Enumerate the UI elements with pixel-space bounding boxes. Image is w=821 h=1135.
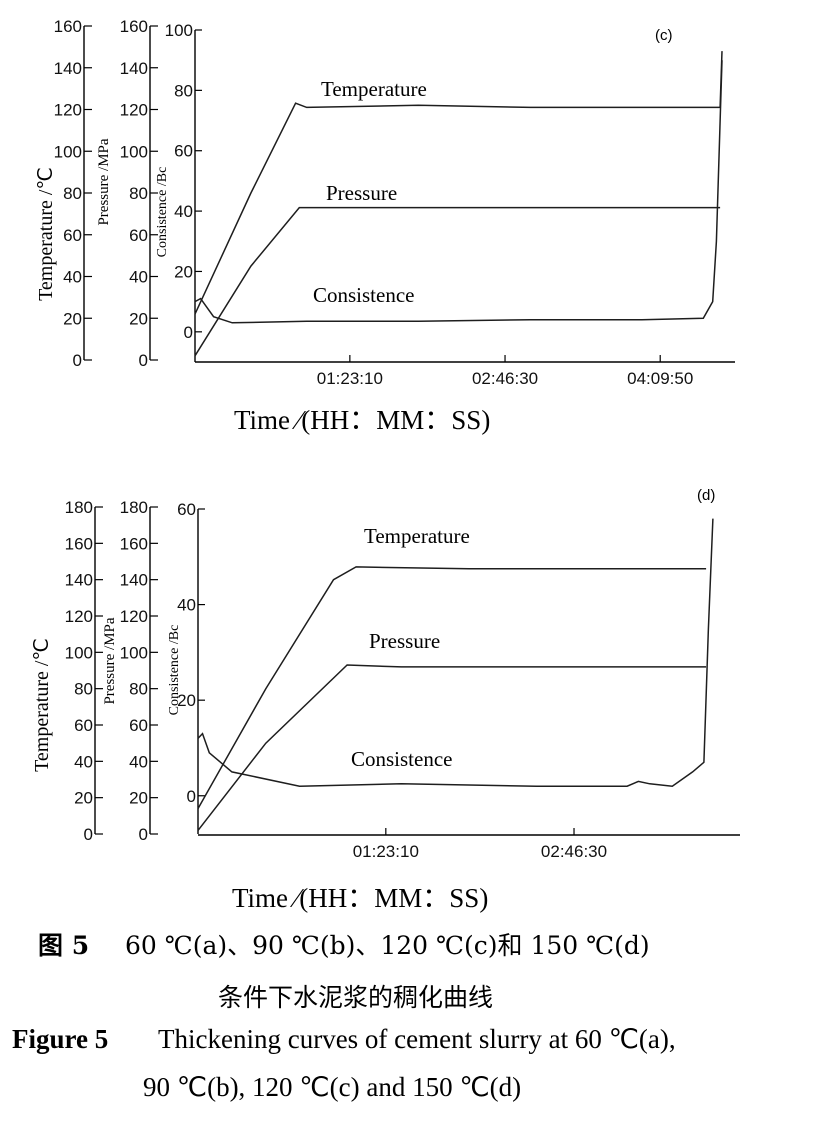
chart-d-x-tick-label: 02:46:30 — [541, 842, 607, 861]
chart-d-series-label-temperature: Temperature — [364, 524, 470, 548]
caption-en-line2: 90 ℃(b), 120 ℃(c) and 150 ℃(d) — [143, 1072, 522, 1102]
chart-c-temperature-axis-tick-label: 100 — [54, 142, 82, 161]
chart-d-pressure-axis-tick-label: 20 — [129, 789, 148, 808]
chart-c-series-consistence — [194, 60, 723, 324]
caption-zh-line2: 条件下水泥浆的稠化曲线 — [218, 983, 494, 1012]
chart-d-consistence-axis-tick-label: 60 — [177, 500, 196, 519]
chart-c-x-axis-title: Time ⁄(HH：MM：SS) — [234, 405, 491, 435]
chart-c-temperature-axis-tick-label: 120 — [54, 101, 82, 120]
chart-d-consistence-axis-title: Consistence /Bc — [167, 625, 182, 716]
chart-d-consistence-axis-tick-label: 0 — [187, 787, 196, 806]
chart-c-x-tick-label: 01:23:10 — [317, 369, 383, 388]
chart-d-consistence-axis-tick-label: 40 — [177, 596, 196, 615]
chart-c-temperature-axis-tick-label: 0 — [73, 351, 82, 370]
chart-d-pressure-axis-tick-label: 0 — [139, 825, 148, 844]
chart-c-pressure-axis-tick-label: 120 — [120, 101, 148, 120]
chart-d-pressure-axis-tick-label: 180 — [120, 498, 148, 517]
chart-c-pressure-axis-tick-label: 40 — [129, 268, 148, 287]
chart-c-temperature-axis-tick-label: 20 — [63, 309, 82, 328]
chart-d-temperature-axis-tick-label: 20 — [74, 789, 93, 808]
chart-c-consistence-axis-tick-label: 60 — [174, 142, 193, 161]
chart-c-consistence-axis-tick-label: 40 — [174, 202, 193, 221]
chart-d: 0 20 40 60 80 100 120 140 160 180 Temperature /℃ 0 2… — [0, 470, 821, 913]
chart-c-pressure-axis-tick-label: 0 — [139, 351, 148, 370]
chart-c-pressure-axis-tick-label: 140 — [120, 59, 148, 78]
caption-zh-line1: 60 ℃(a)、90 ℃(b)、120 ℃(c)和 150 ℃(d) — [125, 931, 650, 960]
chart-d-temperature-axis-tick-label: 180 — [65, 498, 93, 517]
chart-d-x-tick-label: 01:23:10 — [353, 842, 419, 861]
chart-d-temperature-axis-title: Temperature /℃ — [31, 638, 53, 772]
chart-d-temperature-axis-tick-label: 0 — [84, 825, 93, 844]
chart-d-series-temperature — [197, 566, 707, 809]
chart-d-series-label-pressure: Pressure — [369, 629, 440, 653]
chart-c-pressure-axis-tick-label: 160 — [120, 17, 148, 36]
chart-c-series-pressure — [194, 206, 721, 357]
chart-c-consistence-axis-title: Consistence /Bc — [155, 167, 170, 258]
chart-d-pressure-axis-tick-label: 40 — [129, 752, 148, 771]
chart-d-panel-label: (d) — [697, 487, 715, 504]
chart-c-temperature-axis-tick-label: 160 — [54, 17, 82, 36]
chart-c-temperature-axis-tick-label: 140 — [54, 59, 82, 78]
chart-c-temperature-axis-title: Temperature /℃ — [35, 167, 57, 301]
chart-d-series-consistence — [197, 518, 714, 787]
chart-c-pressure-axis-tick-label: 60 — [129, 226, 148, 245]
chart-d-pressure-axis-tick-label: 60 — [129, 716, 148, 735]
chart-d-x-axis-title: Time ⁄(HH：MM：SS) — [232, 883, 489, 913]
chart-c-x-tick-label: 02:46:30 — [472, 369, 538, 388]
chart-d-temperature-axis-tick-label: 120 — [65, 607, 93, 626]
chart-d-pressure-axis-tick-label: 100 — [120, 643, 148, 662]
chart-c-panel-label: (c) — [655, 27, 673, 44]
chart-d-pressure-axis-tick-label: 160 — [120, 534, 148, 553]
chart-c-pressure-axis-tick-label: 20 — [129, 309, 148, 328]
chart-d-consistence-axis-tick-label: 20 — [177, 691, 196, 710]
chart-c-consistence-axis-tick-label: 20 — [174, 262, 193, 281]
chart-c-x-tick-label: 04:09:50 — [627, 369, 693, 388]
chart-c-temperature-axis-tick-label: 40 — [63, 268, 82, 287]
chart-d-temperature-axis-tick-label: 40 — [74, 752, 93, 771]
caption-en-line1: Thickening curves of cement slurry at 60… — [158, 1024, 676, 1054]
chart-c-series-temperature — [194, 51, 723, 315]
chart-d-temperature-axis-tick-label: 100 — [65, 643, 93, 662]
chart-c-pressure-axis-title: Pressure /MPa — [96, 138, 112, 225]
chart-c-consistence-axis-tick-label: 100 — [165, 21, 193, 40]
chart-c: 0 20 40 60 80 100 120 140 160 Temperature /℃ 0 20 40… — [0, 0, 821, 435]
chart-c-plot: 0 20 40 60 80 100 120 140 160 Temperature /℃ 0 20 40… — [35, 17, 735, 388]
chart-c-series-label-temperature: Temperature — [321, 77, 427, 101]
chart-c-consistence-axis-tick-label: 80 — [174, 81, 193, 100]
chart-d-series-pressure — [197, 664, 707, 831]
chart-c-series-label-pressure: Pressure — [326, 181, 397, 205]
chart-c-series-label-consistence: Consistence — [313, 283, 414, 307]
caption-zh-label: 图 5 — [38, 931, 90, 960]
chart-d-temperature-axis-tick-label: 140 — [65, 571, 93, 590]
chart-d-series-label-consistence: Consistence — [351, 747, 452, 771]
chart-c-pressure-axis-tick-label: 80 — [129, 184, 148, 203]
chart-c-pressure-axis-tick-label: 100 — [120, 142, 148, 161]
caption-en-label: Figure 5 — [12, 1024, 109, 1054]
chart-d-pressure-axis-title: Pressure /MPa — [102, 617, 118, 704]
chart-c-temperature-axis-tick-label: 60 — [63, 226, 82, 245]
chart-d-pressure-axis-tick-label: 80 — [129, 680, 148, 699]
chart-d-pressure-axis-tick-label: 140 — [120, 571, 148, 590]
chart-d-temperature-axis-tick-label: 60 — [74, 716, 93, 735]
chart-d-pressure-axis-tick-label: 120 — [120, 607, 148, 626]
chart-c-consistence-axis-tick-label: 0 — [184, 323, 193, 342]
chart-d-temperature-axis-tick-label: 160 — [65, 534, 93, 553]
chart-d-temperature-axis-tick-label: 80 — [74, 680, 93, 699]
chart-c-temperature-axis-tick-label: 80 — [63, 184, 82, 203]
